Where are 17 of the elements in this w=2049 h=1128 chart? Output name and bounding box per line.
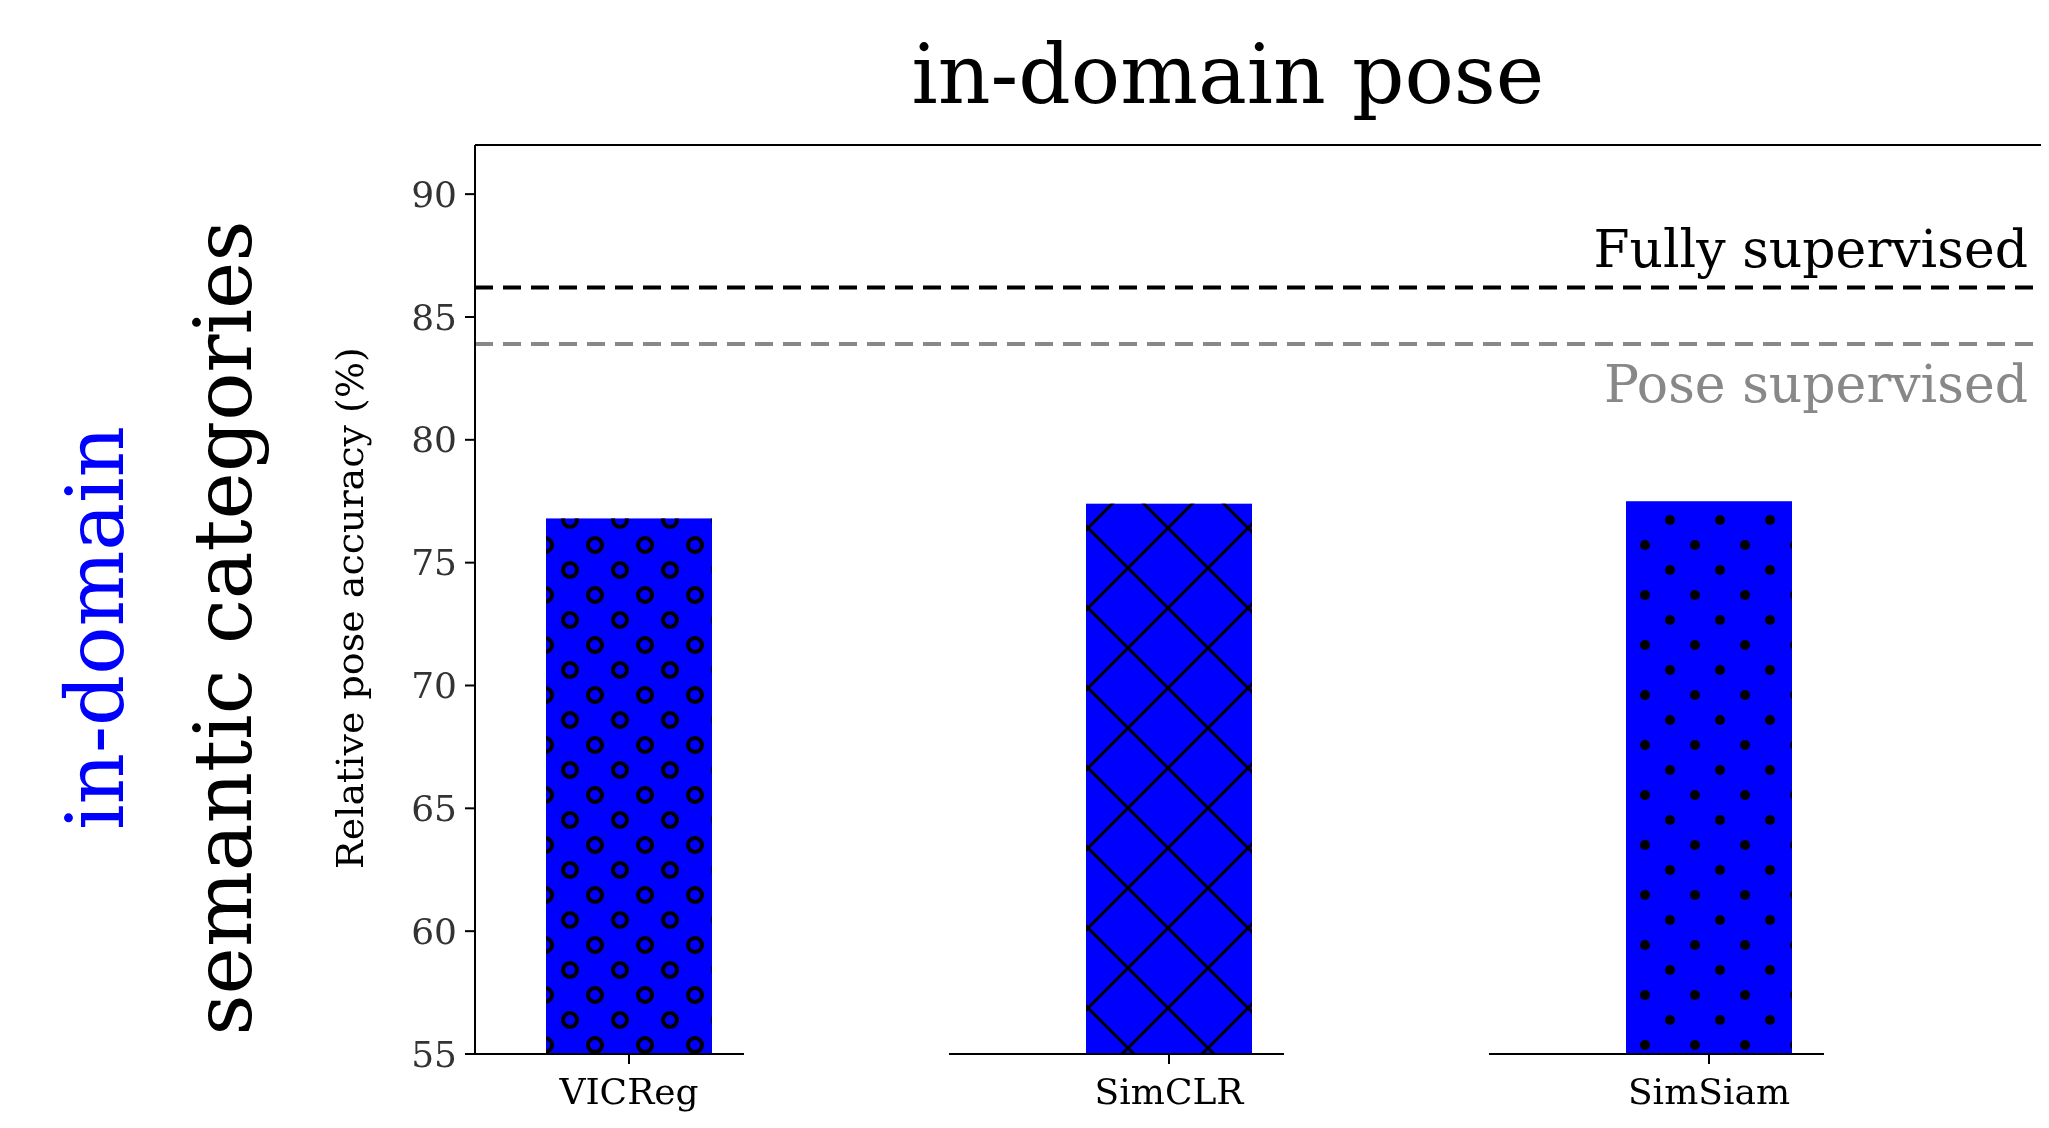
x-tick-label: SimSiam (1627, 1071, 1791, 1112)
text: semantic categories (177, 220, 270, 1036)
y-tick-label: 60 (411, 910, 457, 952)
y-tick-label: 65 (411, 787, 457, 829)
x-tick-label: SimCLR (1094, 1071, 1245, 1112)
x-tick-label: VICReg (558, 1071, 699, 1112)
y-tick-label: 70 (411, 665, 457, 707)
text: in-domain (49, 425, 142, 831)
chart-title: in-domain pose (911, 27, 1545, 122)
ref-line-label: Pose supervised (1603, 354, 2028, 414)
y-tick-label: 80 (411, 419, 457, 461)
ref-line-label: Fully supervised (1593, 219, 2028, 280)
y-tick-label: 75 (411, 542, 457, 584)
y-tick-label: 55 (411, 1033, 457, 1075)
y-tick-label: 85 (411, 296, 457, 338)
y-tick-label: 90 (411, 173, 457, 215)
y-axis-title: Relative pose accuracy (%) (328, 347, 372, 869)
